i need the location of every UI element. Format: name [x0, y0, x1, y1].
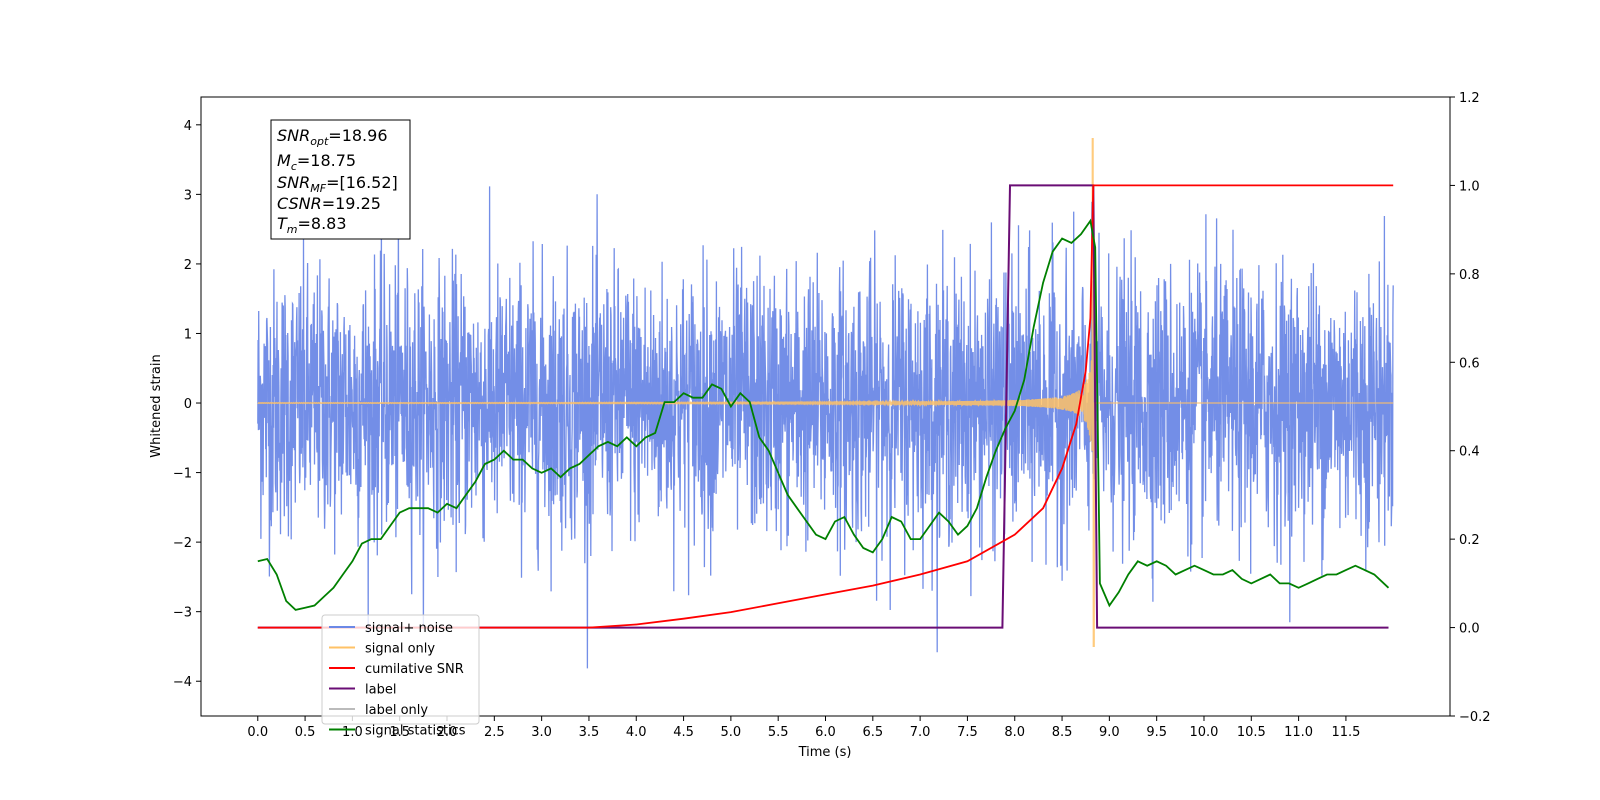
x-tick-label: 6.0 — [815, 725, 836, 740]
series-cumulative-snr — [257, 184, 1394, 629]
y-tick-label-right: 0.6 — [1459, 356, 1480, 371]
x-tick-label: 7.5 — [957, 725, 978, 740]
y-tick-label-right: −0.2 — [1459, 710, 1491, 725]
legend-label: signal statistics — [365, 724, 466, 739]
y-tick-label-right: 1.2 — [1459, 91, 1480, 106]
stats-box-frame — [270, 119, 411, 240]
y-tick-label-left: 0 — [184, 397, 192, 412]
y-tick-label-right: 0.2 — [1459, 533, 1480, 548]
y-tick-label-left: −2 — [173, 536, 192, 551]
x-tick-label: 8.5 — [1052, 725, 1073, 740]
legend-label: signal only — [365, 642, 435, 657]
y-tick-label-left: 4 — [184, 119, 192, 134]
x-tick-label: 10.5 — [1237, 725, 1266, 740]
x-tick-label: 9.5 — [1146, 725, 1167, 740]
y-tick-label-right: 0.0 — [1459, 622, 1480, 637]
stat-snr-opt: SNRopt=18.96 — [277, 126, 388, 148]
legend-label: signal+ noise — [365, 621, 453, 636]
series-label — [257, 184, 1389, 629]
x-tick-label: 9.0 — [1099, 725, 1120, 740]
series-signal-statistics — [257, 218, 1390, 611]
x-tick-label: 6.5 — [862, 725, 883, 740]
x-tick-label: 7.0 — [910, 725, 931, 740]
y-tick-label-left: 1 — [184, 327, 192, 342]
stat-tm: Tm=8.83 — [277, 214, 347, 236]
x-tick-label: 2.5 — [484, 725, 505, 740]
series-signal-only — [257, 138, 1394, 648]
x-tick-label: 2.0 — [437, 725, 458, 740]
stat-mc: Mc=18.75 — [277, 151, 356, 173]
x-tick-label: 1.5 — [389, 725, 410, 740]
legend: signal+ noise signal only cumilative SNR la… — [321, 614, 480, 739]
x-tick-label: 5.5 — [768, 725, 789, 740]
legend-label: cumilative SNR — [365, 662, 464, 677]
x-tick-label: 1.0 — [342, 725, 363, 740]
y-tick-label-right: 1.0 — [1459, 179, 1480, 194]
x-tick-label: 11.5 — [1331, 725, 1360, 740]
series-layer — [257, 138, 1394, 669]
y-tick-label-right: 0.8 — [1459, 268, 1480, 283]
y-tick-label-left: −1 — [173, 467, 192, 482]
y-tick-label-left: −3 — [173, 606, 192, 621]
legend-frame — [321, 614, 480, 725]
legend-label: label only — [365, 703, 428, 718]
stat-csnr: CSNR=19.25 — [277, 194, 381, 213]
x-tick-label: 11.0 — [1284, 725, 1313, 740]
x-tick-label: 0.5 — [295, 725, 316, 740]
y-tick-label-left: 3 — [184, 188, 192, 203]
stat-snr-mf: SNRMF=[16.52] — [277, 173, 398, 195]
series-signal-plus-noise — [257, 186, 1394, 669]
legend-label: label — [365, 683, 396, 698]
y-tick-label-right: 0.4 — [1459, 445, 1480, 460]
y-axis-title-left: Whitened strain — [149, 354, 164, 457]
axes-layer: 0.0 0.5 1.0 1.5 2.0 2.5 3.0 3.5 4.0 4.5 5.0 5.5 6.0 6… — [173, 91, 1491, 740]
x-tick-label: 0.0 — [247, 725, 268, 740]
x-tick-label: 5.0 — [721, 725, 742, 740]
x-tick-label: 4.0 — [626, 725, 647, 740]
y-tick-label-left: 2 — [184, 258, 192, 273]
y-tick-label-left: −4 — [173, 675, 192, 690]
x-tick-label: 3.0 — [531, 725, 552, 740]
x-tick-label: 3.5 — [579, 725, 600, 740]
stats-box: SNRopt=18.96 Mc=18.75 SNRMF=[16.52] CSNR… — [270, 119, 411, 240]
legend-items: signal+ noise signal only cumilative SNR la… — [329, 621, 466, 739]
x-tick-label: 10.0 — [1190, 725, 1219, 740]
x-axis-title: Time (s) — [798, 745, 852, 760]
x-tick-label: 4.5 — [673, 725, 694, 740]
x-tick-label: 8.0 — [1004, 725, 1025, 740]
